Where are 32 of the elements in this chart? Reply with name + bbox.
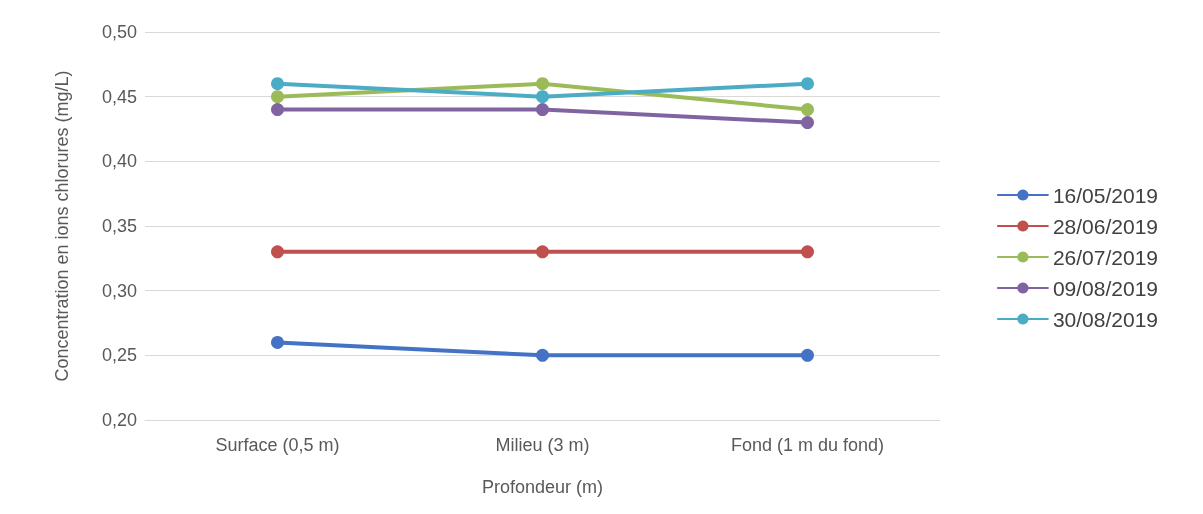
x-tick-label: Surface (0,5 m) <box>215 435 340 455</box>
y-tick-label: 0,45 <box>101 86 137 107</box>
point <box>536 348 549 362</box>
x-tick-label: Milieu (3 m) <box>495 435 590 455</box>
point <box>801 116 814 130</box>
point <box>271 77 284 91</box>
point <box>271 103 284 117</box>
point <box>801 348 814 362</box>
y-tick-label: 0,20 <box>101 410 137 430</box>
y-tick-label: 0,40 <box>101 151 137 172</box>
point <box>271 335 284 349</box>
point <box>801 77 814 91</box>
point <box>536 77 549 91</box>
point <box>801 103 814 117</box>
y-tick-label: 0,25 <box>101 345 137 366</box>
point <box>801 245 814 259</box>
y-axis-title: Concentration en ions chlorures (mg/L) <box>52 70 72 382</box>
y-tick-label: 0,35 <box>101 216 137 236</box>
point <box>271 245 284 259</box>
legend-label: 30/08/2019 <box>1052 307 1159 331</box>
x-axis-title: Profondeur (m) <box>481 477 604 497</box>
y-tick-label: 0,30 <box>101 280 137 301</box>
point <box>536 103 549 117</box>
legend-label: 09/08/2019 <box>1052 276 1159 300</box>
point <box>536 245 549 259</box>
legend-label: 28/06/2019 <box>1052 214 1159 238</box>
point <box>536 90 549 104</box>
legend-label: 26/07/2019 <box>1052 245 1159 269</box>
y-tick-label: 0,50 <box>101 22 137 42</box>
legend-label: 16/05/2019 <box>1052 183 1159 207</box>
x-tick-label: Fond (1 m du fond) <box>730 435 885 455</box>
point <box>271 90 284 104</box>
